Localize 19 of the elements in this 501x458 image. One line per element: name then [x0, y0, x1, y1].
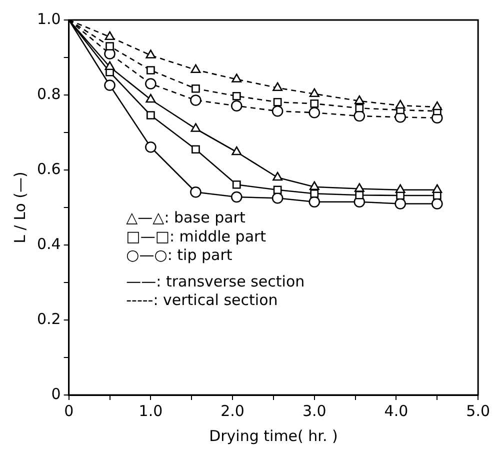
- x-tick-label: 3.0: [302, 402, 326, 420]
- annotation: ——: transverse section: [126, 272, 305, 290]
- annotation: △—△: base part: [126, 208, 246, 227]
- x-tick-label: 5.0: [466, 402, 490, 420]
- y-tick-label: 0.2: [36, 310, 61, 328]
- x-tick-label: 1.0: [138, 402, 163, 420]
- y-tick-label: 0: [51, 384, 61, 403]
- x-axis-title: Drying time( hr. ): [209, 426, 338, 445]
- y-tick-label: 0.8: [36, 84, 61, 103]
- y-tick-label: 0.4: [36, 234, 61, 253]
- y-tick-label: 1.0: [36, 10, 61, 28]
- annotation: -----: vertical section: [126, 291, 278, 310]
- y-axis-title: L / Lo (—): [10, 172, 29, 244]
- x-tick-label: 2.0: [220, 402, 244, 420]
- annotation: ○—○: tip part: [126, 246, 232, 264]
- x-tick-label: 0: [64, 402, 74, 420]
- x-tick-label: 4.0: [384, 402, 408, 420]
- y-tick-label: 0.6: [36, 160, 61, 178]
- annotation: □—□: middle part: [126, 227, 266, 246]
